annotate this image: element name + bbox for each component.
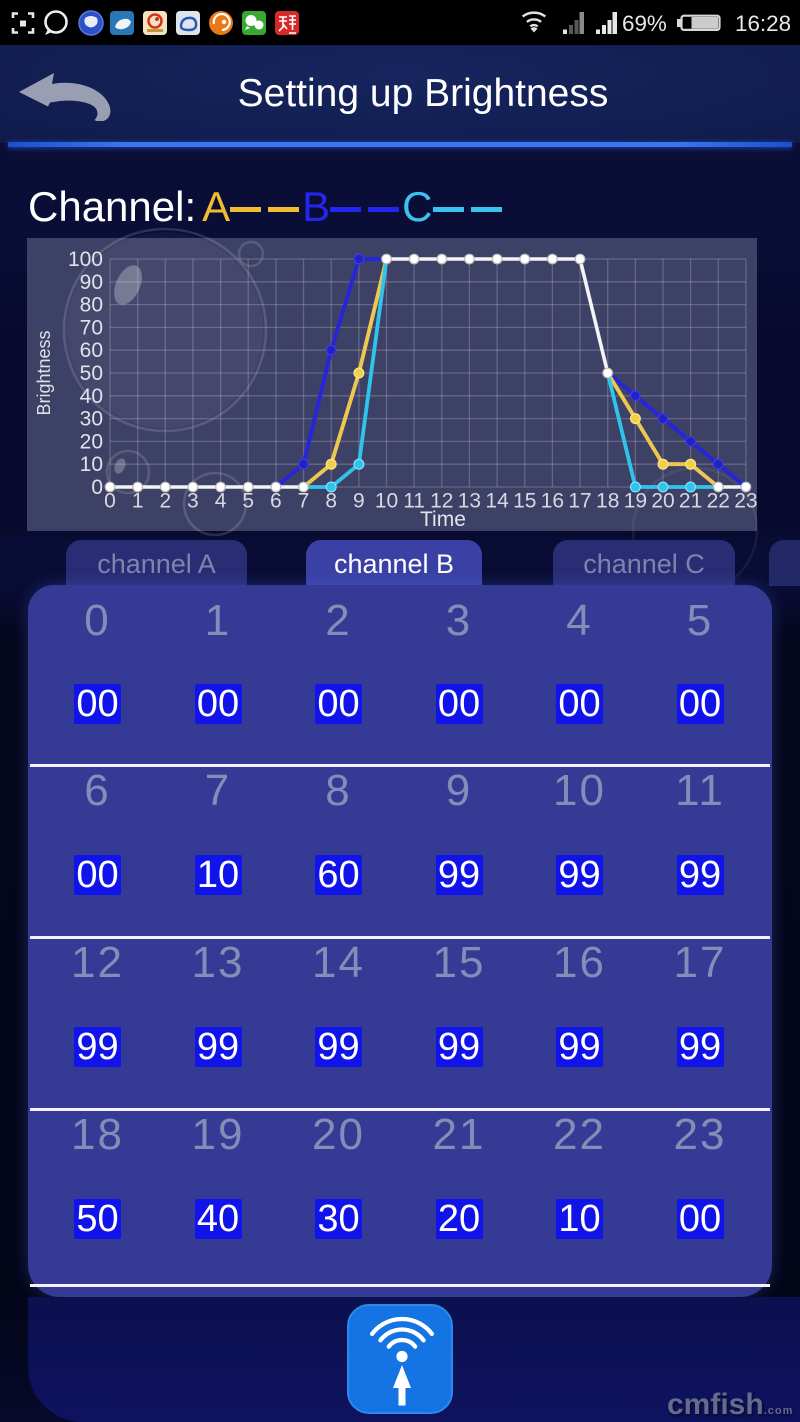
svg-text:10: 10 <box>375 490 398 513</box>
svg-text:1: 1 <box>132 490 144 513</box>
svg-text:11: 11 <box>403 490 425 513</box>
svg-text:14: 14 <box>485 490 509 513</box>
svg-text:22: 22 <box>707 490 730 513</box>
svg-text:2: 2 <box>159 490 171 513</box>
svg-text:0: 0 <box>104 490 116 513</box>
svg-text:16:28: 16:28 <box>735 11 791 36</box>
svg-text:6: 6 <box>270 490 282 513</box>
svg-text:23: 23 <box>734 490 757 513</box>
svg-text:20: 20 <box>651 490 674 513</box>
svg-text:9: 9 <box>353 490 365 513</box>
svg-text:60: 60 <box>80 339 103 362</box>
svg-text:18: 18 <box>596 490 619 513</box>
svg-text:21: 21 <box>679 490 702 513</box>
svg-text:69%: 69% <box>622 11 667 36</box>
svg-text:100: 100 <box>68 248 103 271</box>
svg-text:40: 40 <box>80 385 103 408</box>
svg-text:Brightness: Brightness <box>34 330 54 415</box>
svg-text:16: 16 <box>541 490 564 513</box>
svg-text:Time: Time <box>420 508 466 531</box>
svg-text:50: 50 <box>80 362 103 385</box>
svg-text:20: 20 <box>80 430 103 453</box>
svg-text:10: 10 <box>80 453 103 476</box>
svg-text:15: 15 <box>513 490 536 513</box>
svg-text:8: 8 <box>325 490 337 513</box>
svg-text:30: 30 <box>80 408 103 431</box>
svg-text:12: 12 <box>430 490 453 513</box>
svg-text:90: 90 <box>80 271 103 294</box>
svg-text:80: 80 <box>80 294 103 317</box>
svg-text:4: 4 <box>215 490 227 513</box>
svg-text:70: 70 <box>80 316 103 339</box>
svg-text:5: 5 <box>242 490 254 513</box>
svg-text:3: 3 <box>187 490 199 513</box>
svg-text:13: 13 <box>458 490 481 513</box>
svg-text:0: 0 <box>91 476 103 499</box>
svg-text:7: 7 <box>298 490 310 513</box>
svg-text:19: 19 <box>624 490 647 513</box>
svg-text:17: 17 <box>568 490 591 513</box>
